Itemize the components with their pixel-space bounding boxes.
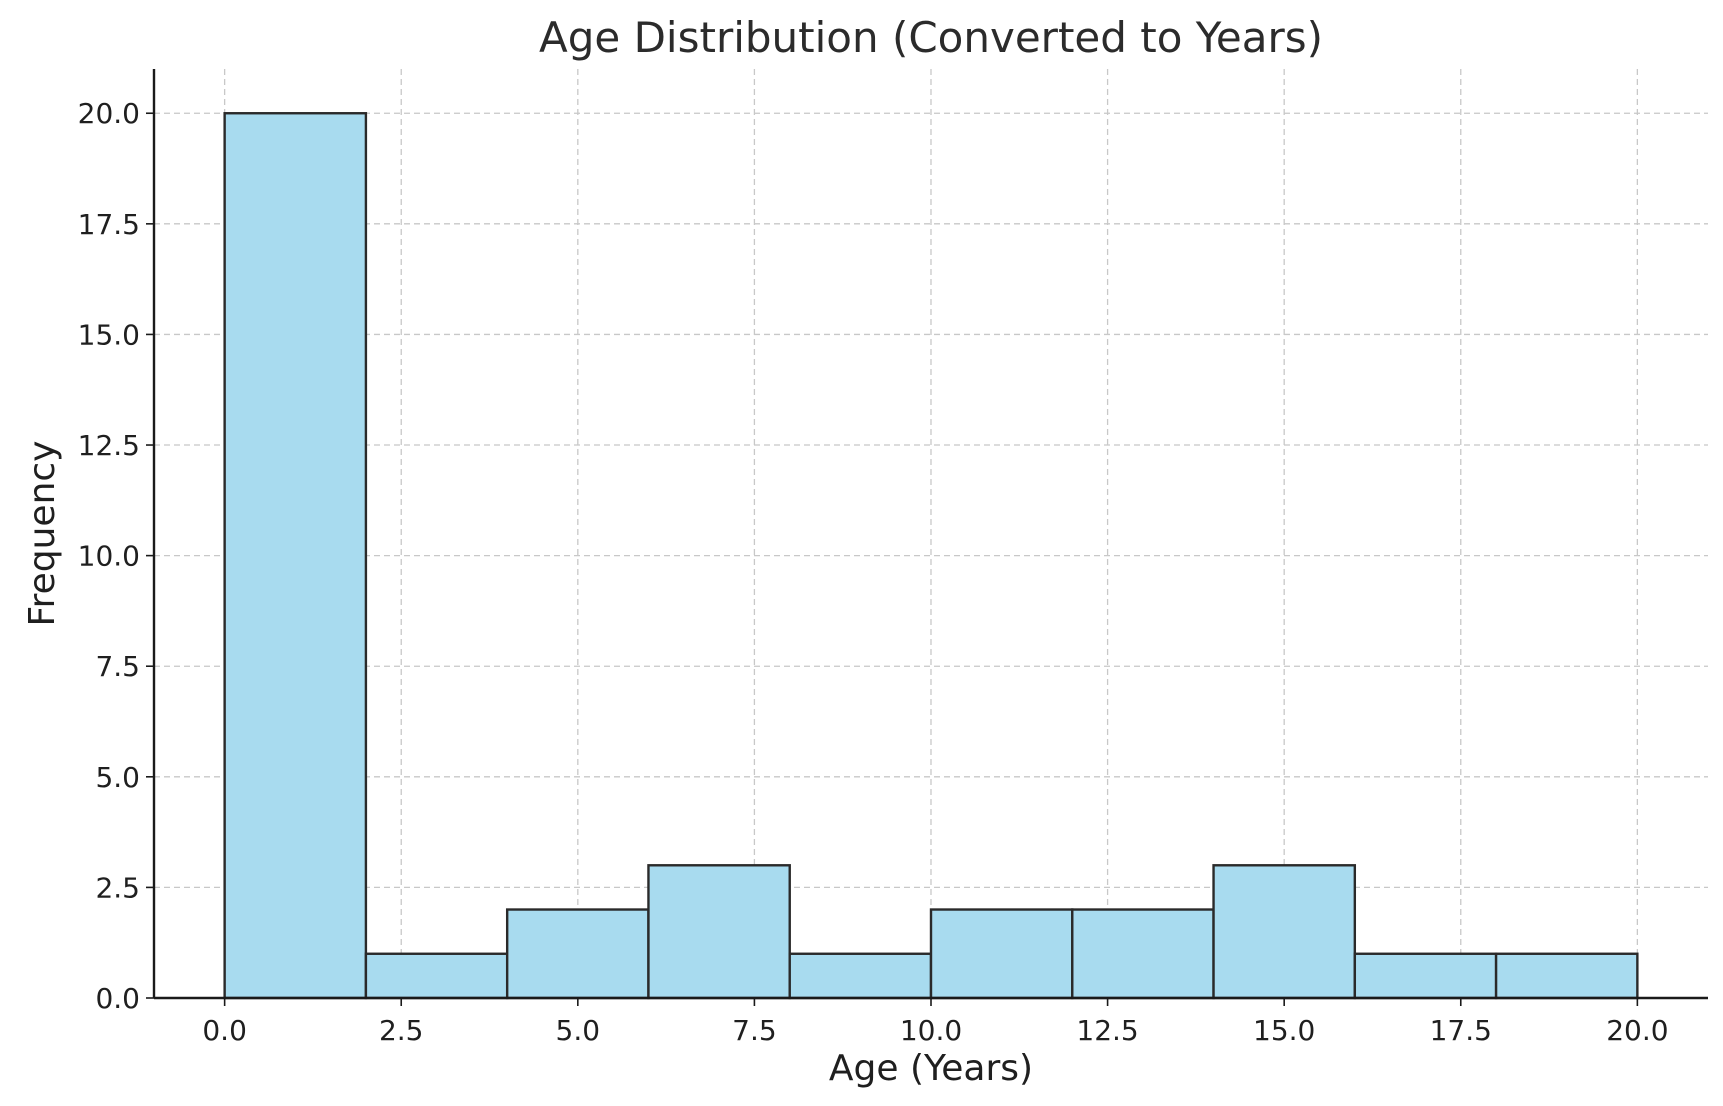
histogram-bar xyxy=(647,864,791,1000)
y-tick-label: 15.0 xyxy=(78,318,140,351)
y-axis-ticks: 0.0 2.5 5.0 7.5 10.0 12.5 15.0 17.5 20.0 xyxy=(78,97,154,1015)
y-tick-label: 12.5 xyxy=(78,429,140,462)
histogram-bar xyxy=(1494,952,1639,1000)
x-axis-ticks: 0.0 2.5 5.0 7.5 10.0 12.5 15.0 17.5 20.0 xyxy=(202,998,1669,1047)
x-tick-label: 7.5 xyxy=(732,1014,777,1047)
histogram-bar xyxy=(1353,952,1498,1000)
y-tick-label: 10.0 xyxy=(78,540,140,573)
histogram-bar xyxy=(505,908,650,1000)
histogram-bar xyxy=(788,952,933,1000)
y-axis-title: Frequency xyxy=(22,441,63,627)
histogram-bar xyxy=(1212,864,1357,1000)
histogram-bar xyxy=(223,112,368,1000)
x-tick-label: 2.5 xyxy=(379,1014,424,1047)
x-tick-label: 20.0 xyxy=(1606,1014,1668,1047)
histogram-bar xyxy=(1071,908,1215,1000)
y-tick-label: 5.0 xyxy=(95,761,140,794)
x-tick-label: 15.0 xyxy=(1253,1014,1315,1047)
chart-title: Age Distribution (Converted to Years) xyxy=(539,13,1323,62)
grid xyxy=(154,69,1708,999)
x-tick-label: 17.5 xyxy=(1430,1014,1492,1047)
x-tick-label: 10.0 xyxy=(900,1014,962,1047)
y-tick-label: 7.5 xyxy=(95,650,140,683)
histogram-bar xyxy=(929,908,1074,1000)
y-tick-label: 2.5 xyxy=(95,871,140,904)
x-tick-label: 12.5 xyxy=(1076,1014,1138,1047)
x-tick-label: 0.0 xyxy=(202,1014,247,1047)
x-tick-label: 5.0 xyxy=(556,1014,601,1047)
bars xyxy=(223,112,1639,1000)
x-axis-title: Age (Years) xyxy=(829,1048,1033,1089)
histogram-bar xyxy=(364,952,509,1000)
y-tick-label: 20.0 xyxy=(78,97,140,130)
y-tick-label: 0.0 xyxy=(95,982,140,1015)
y-tick-label: 17.5 xyxy=(78,208,140,241)
